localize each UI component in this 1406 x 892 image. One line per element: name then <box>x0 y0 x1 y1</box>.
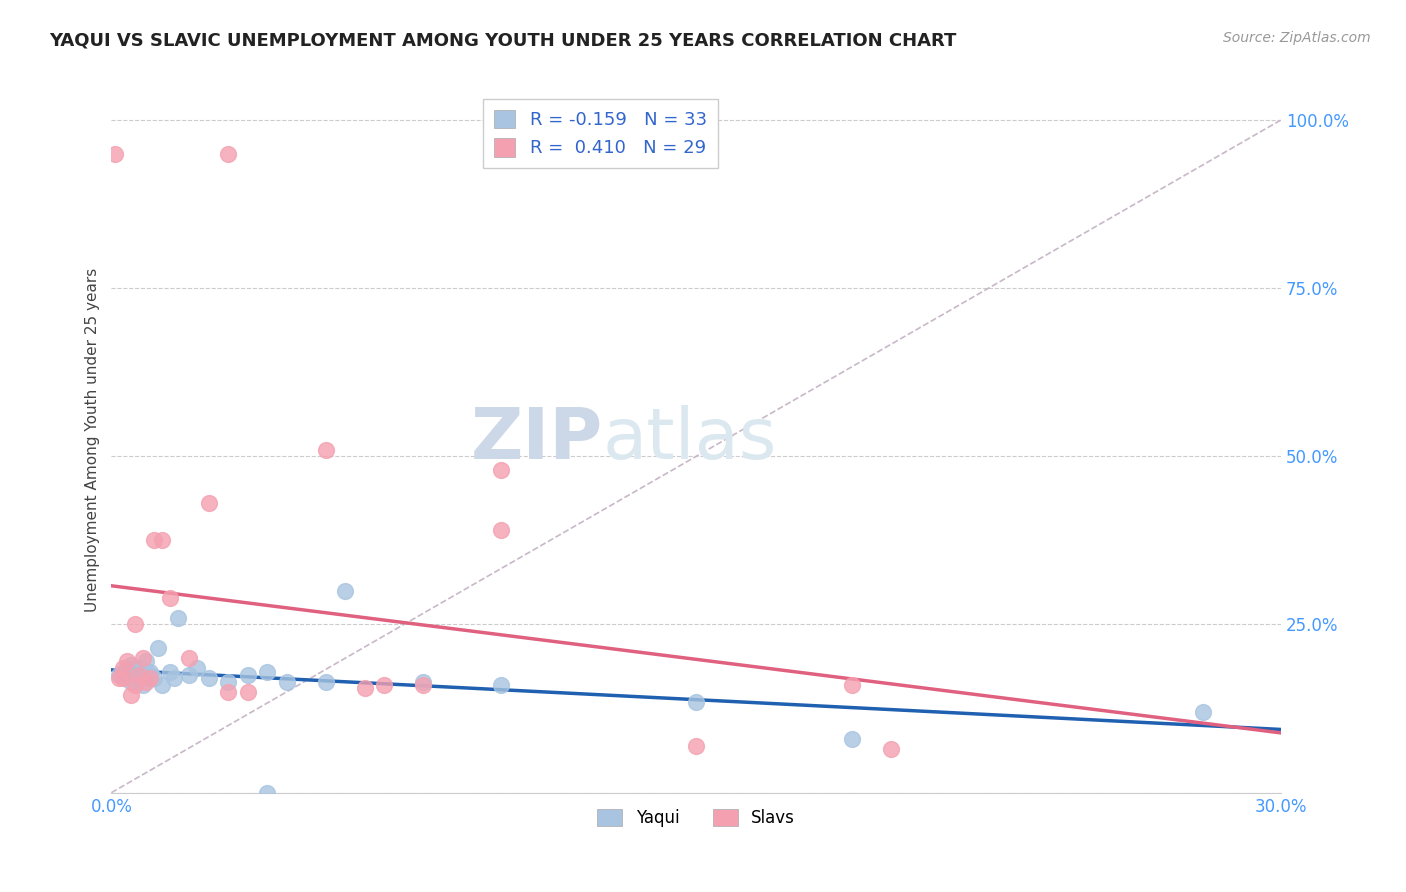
Point <box>115 661 138 675</box>
Point <box>120 674 142 689</box>
Text: ZIP: ZIP <box>471 405 603 474</box>
Point <box>236 668 259 682</box>
Point <box>120 688 142 702</box>
Text: YAQUI VS SLAVIC UNEMPLOYMENT AMONG YOUTH UNDER 25 YEARS CORRELATION CHART: YAQUI VS SLAVIC UNEMPLOYMENT AMONG YOUTH… <box>49 31 956 49</box>
Point <box>217 146 239 161</box>
Point <box>104 146 127 161</box>
Point <box>112 661 135 675</box>
Point <box>159 665 181 679</box>
Point <box>198 671 221 685</box>
Point <box>120 657 142 672</box>
Point <box>685 695 707 709</box>
Point <box>256 786 278 800</box>
Point <box>315 674 337 689</box>
Point <box>139 665 162 679</box>
Point <box>353 681 375 696</box>
Point <box>139 668 162 682</box>
Point <box>373 678 395 692</box>
Point <box>179 651 201 665</box>
Point <box>159 591 181 605</box>
Point <box>124 617 146 632</box>
Point <box>131 678 153 692</box>
Point <box>135 655 157 669</box>
Point <box>148 640 170 655</box>
Point <box>315 442 337 457</box>
Point <box>491 678 513 692</box>
Point <box>256 665 278 679</box>
Point <box>217 685 239 699</box>
Point <box>135 674 157 689</box>
Point <box>108 668 131 682</box>
Text: Source: ZipAtlas.com: Source: ZipAtlas.com <box>1223 31 1371 45</box>
Point <box>150 533 173 548</box>
Point <box>841 731 863 746</box>
Point <box>217 674 239 689</box>
Point <box>112 671 135 685</box>
Point <box>198 496 221 510</box>
Point <box>143 671 166 685</box>
Point <box>491 463 513 477</box>
Point <box>179 668 201 682</box>
Point <box>1192 705 1215 719</box>
Point <box>685 739 707 753</box>
Text: atlas: atlas <box>603 405 778 474</box>
Point <box>276 674 298 689</box>
Point <box>841 678 863 692</box>
Point <box>115 655 138 669</box>
Point <box>186 661 208 675</box>
Point <box>139 671 162 685</box>
Point <box>412 678 434 692</box>
Point <box>163 671 186 685</box>
Point <box>131 651 153 665</box>
Point <box>108 671 131 685</box>
Point <box>124 671 146 685</box>
Point <box>124 678 146 692</box>
Point <box>166 611 188 625</box>
Point <box>143 533 166 548</box>
Point <box>880 742 903 756</box>
Point <box>335 583 357 598</box>
Point <box>128 668 150 682</box>
Point <box>128 668 150 682</box>
Point <box>128 661 150 675</box>
Y-axis label: Unemployment Among Youth under 25 years: Unemployment Among Youth under 25 years <box>86 268 100 612</box>
Point <box>150 678 173 692</box>
Point <box>112 665 135 679</box>
Point <box>236 685 259 699</box>
Legend: Yaqui, Slavs: Yaqui, Slavs <box>591 802 801 834</box>
Point <box>412 674 434 689</box>
Point <box>491 524 513 538</box>
